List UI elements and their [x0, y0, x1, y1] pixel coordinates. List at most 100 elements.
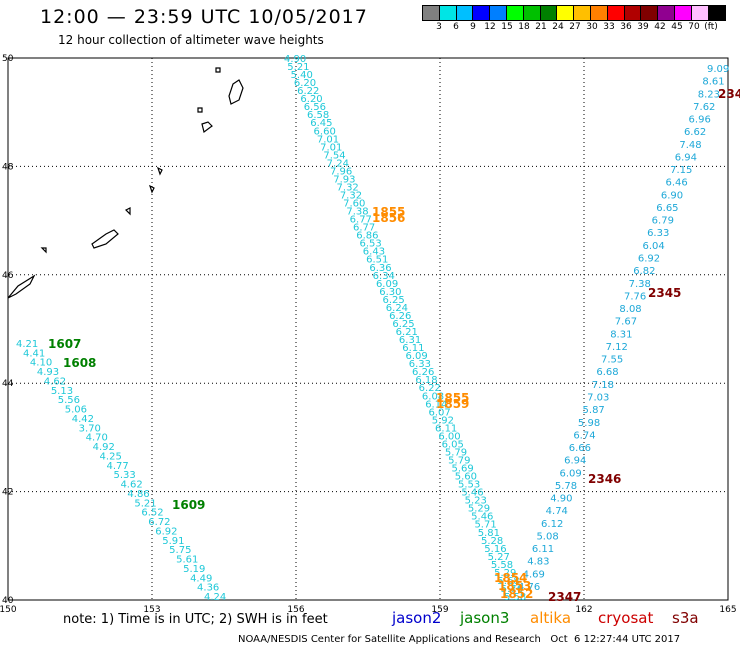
pass-time-label: 1855 — [372, 205, 405, 219]
latitude-label: 42 — [2, 488, 13, 498]
swh-value: 6.08 — [422, 391, 444, 402]
swh-value: 4.90 — [284, 54, 306, 65]
pass-time-label: 2346 — [588, 472, 621, 486]
island-shape — [215, 67, 221, 73]
latitude-label: 46 — [2, 271, 14, 281]
color-swatch — [473, 6, 491, 20]
color-swatch — [557, 6, 575, 20]
swh-value: 6.25 — [383, 295, 405, 306]
swh-value: 5.78 — [555, 481, 577, 492]
swh-value: 7.76 — [624, 291, 646, 302]
swh-value: 6.60 — [314, 126, 336, 137]
wave-height-color-scale — [422, 5, 727, 21]
latitude-label: 50 — [2, 54, 14, 64]
swh-value: 4.70 — [86, 433, 108, 444]
swh-value: 6.21 — [396, 327, 418, 338]
latitude-label: 44 — [2, 379, 14, 389]
swh-value: 6.09 — [405, 351, 427, 362]
swh-value: 6.58 — [307, 110, 329, 121]
swh-value: 5.08 — [536, 531, 558, 542]
color-scale-label: 24 — [552, 22, 564, 32]
swh-value: 6.05 — [442, 439, 464, 450]
page-subtitle: 12 hour collection of altimeter wave hei… — [58, 33, 324, 47]
swh-value: 6.22 — [419, 383, 441, 394]
swh-value: 5.71 — [474, 520, 496, 531]
swh-value: 5.58 — [491, 560, 513, 571]
swh-value: 5.76 — [501, 584, 523, 595]
swh-value: 7.15 — [670, 165, 692, 176]
color-scale-label: 15 — [501, 22, 513, 32]
color-scale-label: 36 — [620, 22, 632, 32]
footnote: note: 1) Time is in UTC; 2) SWH is in fe… — [63, 612, 328, 627]
swh-value: 5.27 — [488, 552, 510, 563]
swh-value: 6.26 — [389, 311, 411, 322]
satellite-label: altika — [530, 609, 572, 627]
swh-value: 5.40 — [291, 70, 313, 81]
swh-value: 6.04 — [642, 241, 664, 252]
swh-value: 7.01 — [317, 134, 339, 145]
swh-value: 6.94 — [675, 152, 697, 163]
swh-value: 5.61 — [176, 555, 198, 566]
map-frame — [7, 57, 729, 601]
swh-value: 6.18 — [415, 375, 437, 386]
color-scale-label: 21 — [535, 22, 547, 32]
swh-value: 7.18 — [592, 380, 614, 391]
swh-value: 6.72 — [148, 517, 170, 528]
color-swatch — [674, 6, 692, 20]
swh-value: 6.68 — [596, 367, 618, 378]
swh-value: 4.92 — [93, 442, 115, 453]
swh-value: 7.60 — [343, 199, 365, 210]
island-shape — [40, 247, 47, 254]
color-swatch — [708, 6, 726, 20]
swh-value: 6.46 — [666, 178, 688, 189]
swh-value: 6.14 — [425, 399, 447, 410]
swh-value: 6.92 — [155, 526, 177, 537]
latitude-label: 40 — [2, 596, 14, 606]
swh-value: 7.96 — [330, 166, 352, 177]
color-scale-label: 45 — [671, 22, 683, 32]
island-shape — [148, 184, 155, 194]
island-shape — [124, 207, 131, 216]
swh-value: 6.26 — [412, 367, 434, 378]
swh-value: 4.77 — [107, 461, 129, 472]
swh-value: 4.69 — [523, 569, 545, 580]
swh-value: 6.20 — [294, 78, 316, 89]
color-swatch — [590, 6, 608, 20]
swh-value: 5.21 — [134, 498, 156, 509]
longitude-label: 150 — [0, 605, 17, 615]
swh-value: 6.24 — [386, 303, 408, 314]
swh-value: 7.54 — [323, 150, 345, 161]
swh-value: 6.33 — [409, 359, 431, 370]
swh-value: 4.62 — [120, 480, 142, 491]
color-scale-label: 27 — [569, 22, 581, 32]
pass-time-label: 1852 — [500, 587, 533, 601]
swh-value: 6.45 — [310, 118, 332, 129]
swh-value: 4.10 — [30, 358, 52, 369]
color-swatch — [456, 6, 474, 20]
swh-value: 5.56 — [58, 395, 80, 406]
swh-value: 6.11 — [402, 343, 424, 354]
longitude-label: 159 — [431, 605, 448, 615]
swh-value: 5.87 — [583, 405, 605, 416]
pass-time-labels: 1607160816091855185618551859185418531852… — [48, 87, 740, 604]
swh-value: 4.90 — [550, 494, 572, 505]
swh-value: 6.33 — [647, 228, 669, 239]
color-scale-label: 39 — [637, 22, 649, 32]
swh-value: 7.48 — [679, 140, 701, 151]
swh-value: 6.07 — [428, 407, 450, 418]
axis-labels: 150 153 156 159 162 165 50 48 46 44 42 40 — [0, 54, 737, 615]
color-scale-label: 70 — [688, 22, 700, 32]
swh-value: 5.81 — [478, 528, 500, 539]
island-shape — [201, 121, 213, 134]
satellite-label: jason2 — [392, 609, 442, 627]
pass-time-label: 2345 — [648, 286, 681, 300]
swh-value: 5.13 — [51, 386, 73, 397]
swh-value: 6.52 — [141, 508, 163, 519]
swh-value: 4.21 — [16, 339, 38, 350]
swh-value: 6.00 — [438, 431, 460, 442]
credit-line: NOAA/NESDIS Center for Satellite Applica… — [238, 634, 681, 645]
longitude-label: 156 — [287, 605, 304, 615]
satellite-label: s3a — [672, 609, 699, 627]
pass-time-label: 1854 — [494, 571, 527, 585]
